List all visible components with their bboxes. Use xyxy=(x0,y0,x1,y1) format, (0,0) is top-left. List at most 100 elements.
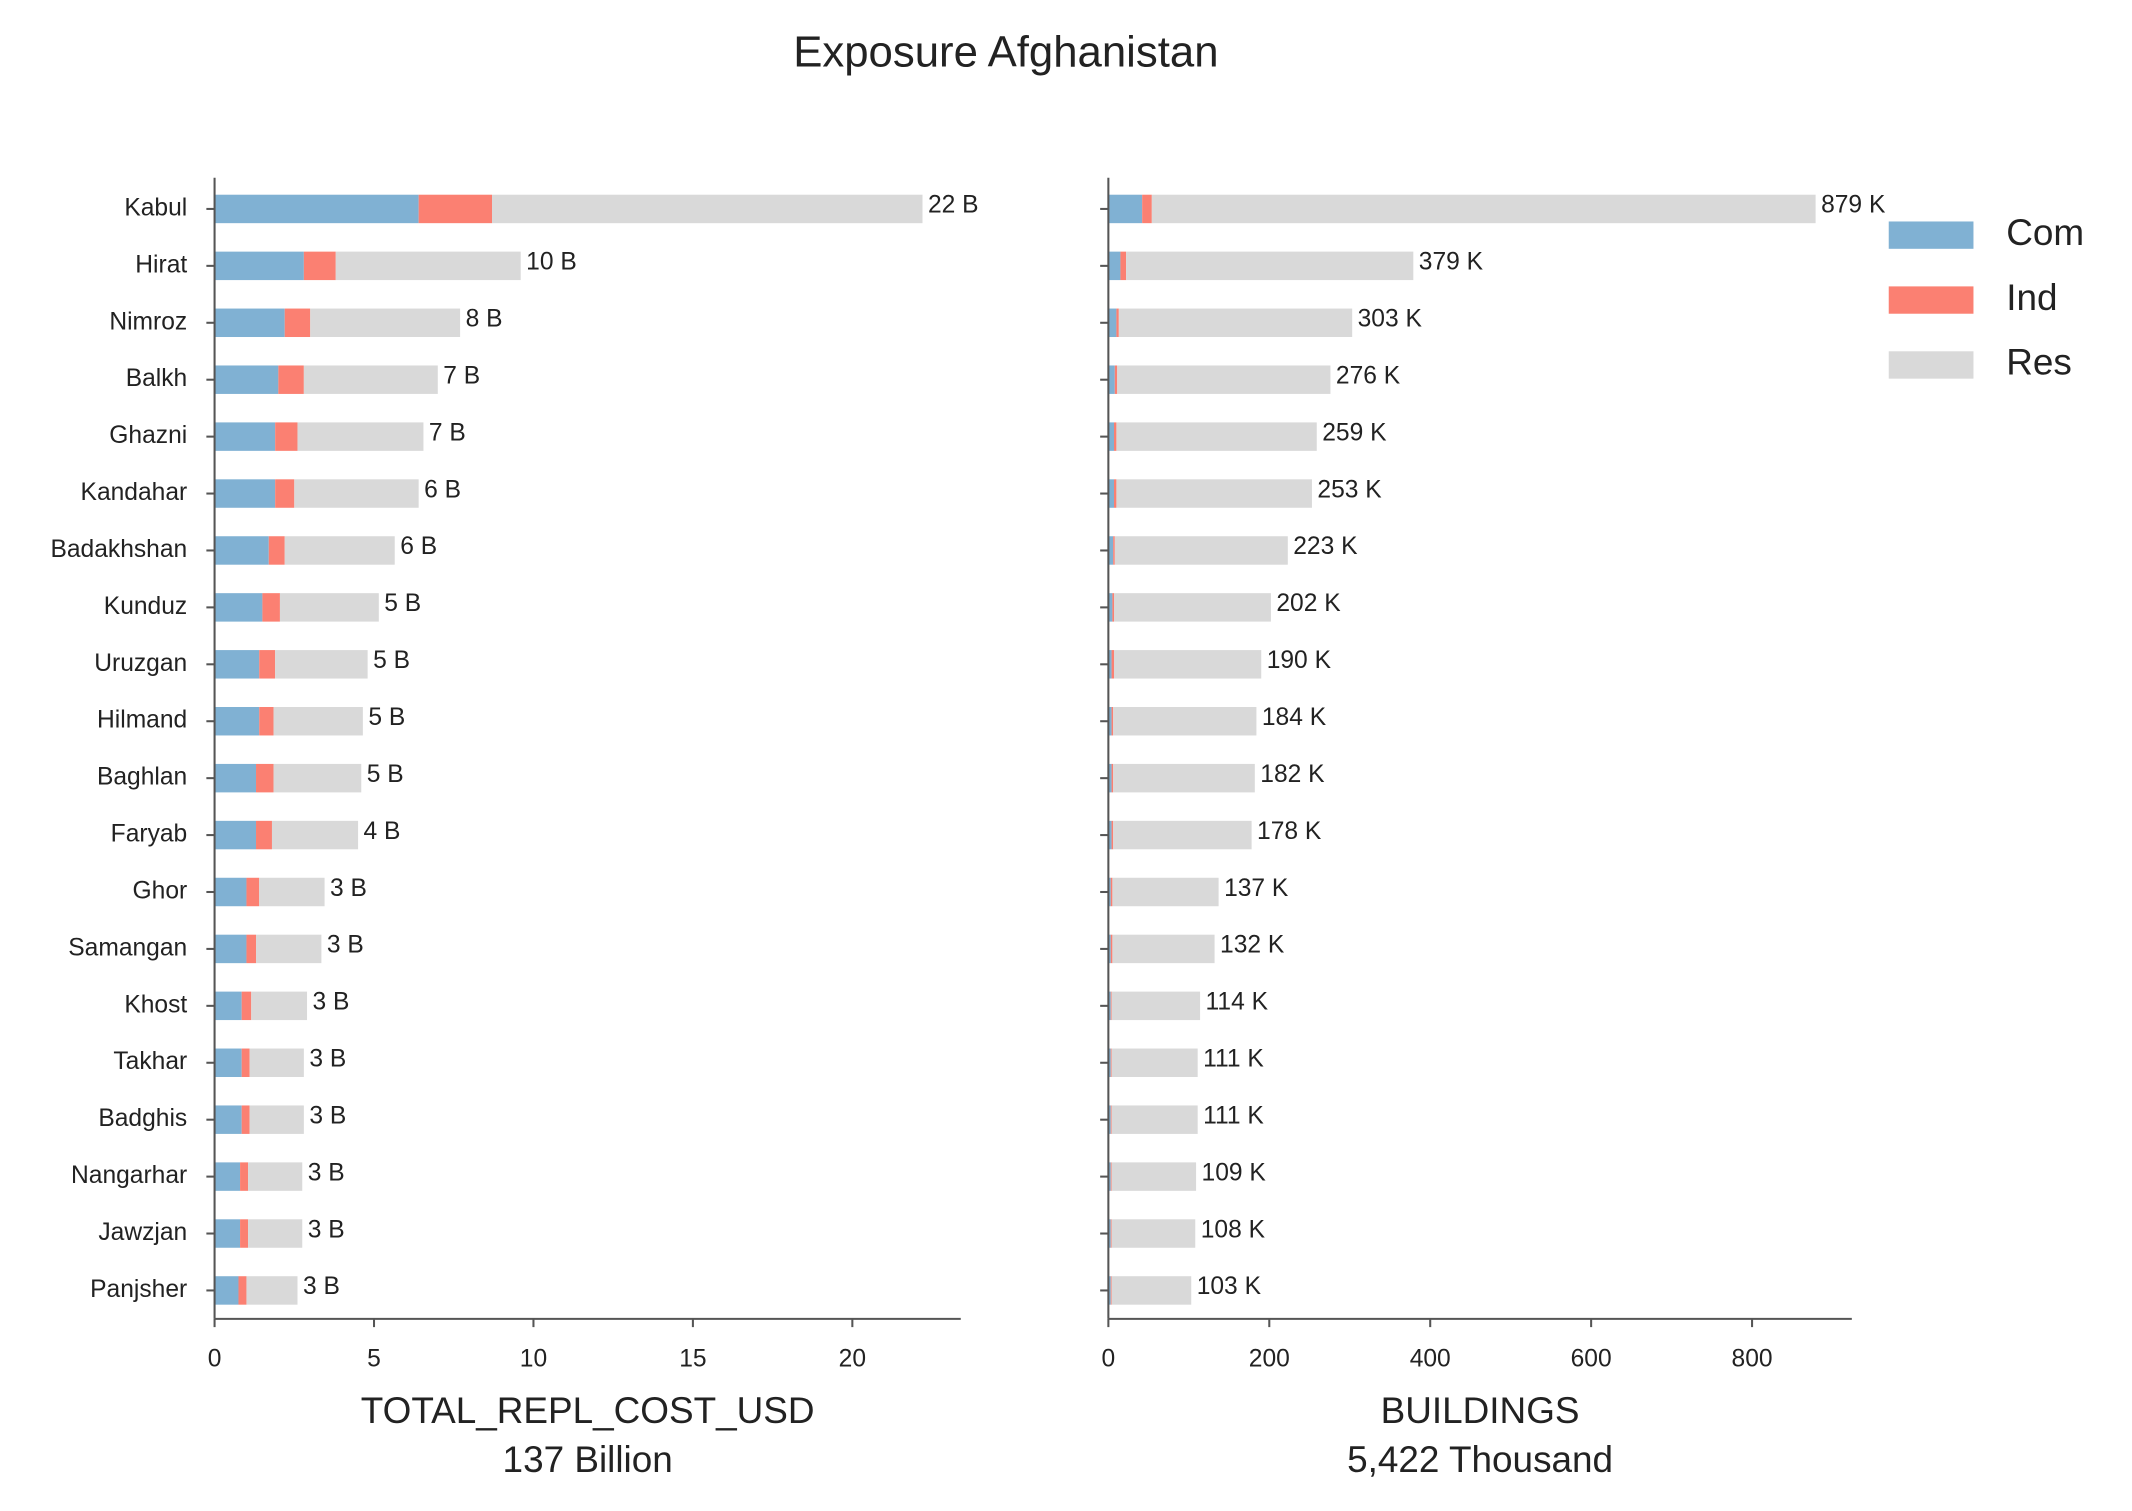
x-tick-label: 400 xyxy=(1410,1345,1451,1372)
y-tick-label: Kandahar xyxy=(81,479,188,506)
bar-segment xyxy=(1110,1105,1112,1134)
bar-segment xyxy=(1111,820,1114,850)
bar-segment xyxy=(241,1105,250,1134)
bar-segment xyxy=(279,593,379,622)
legend-swatch xyxy=(1888,286,1974,314)
bar-segment xyxy=(1108,1276,1111,1305)
bar-segment xyxy=(1108,422,1114,451)
bar-segment xyxy=(262,593,280,622)
total-label: 5 B xyxy=(367,761,404,788)
bar-segment xyxy=(246,877,260,907)
total-label: 3 B xyxy=(327,932,364,959)
bar-segment xyxy=(1111,1162,1197,1191)
bar-segment xyxy=(214,1276,239,1305)
bar-segment xyxy=(297,422,424,451)
bar-segment xyxy=(1108,251,1121,281)
y-tick-label: Samangan xyxy=(68,934,187,961)
y-tick-label: Badghis xyxy=(98,1105,187,1132)
bar-segment xyxy=(238,1276,247,1305)
bar-segment xyxy=(214,422,276,451)
bar-segment xyxy=(1114,365,1118,394)
bar-segment xyxy=(1110,1219,1112,1248)
bar-segment xyxy=(1111,1048,1198,1077)
bar-segment xyxy=(1110,877,1113,907)
x-tick-label: 15 xyxy=(679,1345,706,1372)
y-tick-label: Takhar xyxy=(113,1048,187,1075)
total-label: 114 K xyxy=(1206,989,1269,1016)
bar-segment xyxy=(1111,991,1201,1021)
bar-segment xyxy=(214,707,260,736)
bar-segment xyxy=(214,536,269,565)
total-label: 223 K xyxy=(1293,533,1358,560)
bar-segment xyxy=(1108,707,1112,736)
bar-segment xyxy=(1108,479,1114,508)
bar-segment xyxy=(1113,820,1252,850)
bar-segment xyxy=(241,991,252,1021)
bar-segment xyxy=(1116,308,1119,338)
bar-segment xyxy=(1110,1048,1112,1077)
bar-segment xyxy=(251,991,308,1021)
y-tick-label: Nangarhar xyxy=(71,1162,187,1189)
bar-segment xyxy=(1113,536,1115,565)
total-label: 276 K xyxy=(1336,362,1401,389)
bar-segment xyxy=(1108,991,1111,1021)
bar-segment xyxy=(241,1048,250,1077)
bar-segment xyxy=(214,308,285,338)
x-axis-label: BUILDINGS xyxy=(1381,1390,1580,1431)
bar-segment xyxy=(1111,763,1114,793)
x-axis-label: 5,422 Thousand xyxy=(1347,1439,1613,1480)
total-label: 7 B xyxy=(443,362,480,389)
y-tick-label: Faryab xyxy=(111,821,188,848)
bar-segment xyxy=(1114,536,1288,565)
bar-segment xyxy=(214,194,419,224)
bar-segment xyxy=(1108,763,1112,793)
bar-segment xyxy=(214,1048,242,1077)
total-label: 3 B xyxy=(303,1273,340,1300)
total-label: 259 K xyxy=(1322,419,1387,446)
bar-segment xyxy=(256,820,272,850)
x-tick-label: 0 xyxy=(1102,1345,1116,1372)
bar-segment xyxy=(335,251,521,281)
y-tick-label: Panjsher xyxy=(90,1276,187,1303)
x-tick-label: 600 xyxy=(1571,1345,1612,1372)
total-label: 3 B xyxy=(313,989,350,1016)
bar-segment xyxy=(256,934,322,964)
y-tick-label: Nimroz xyxy=(109,308,187,335)
bar-segment xyxy=(1111,707,1114,736)
y-tick-label: Hirat xyxy=(135,251,187,278)
bar-segment xyxy=(248,1219,303,1248)
total-label: 137 K xyxy=(1224,875,1289,902)
total-label: 111 K xyxy=(1203,1046,1264,1073)
bar-segment xyxy=(268,536,285,565)
bar-segment xyxy=(214,1162,241,1191)
legend-label: Ind xyxy=(2006,277,2057,318)
bar-segment xyxy=(271,820,359,850)
total-label: 3 B xyxy=(330,875,367,902)
bar-segment xyxy=(1108,365,1115,394)
bar-segment xyxy=(303,251,336,281)
bar-segment xyxy=(1118,308,1353,338)
y-tick-label: Ghor xyxy=(133,877,188,904)
bar-segment xyxy=(1110,1276,1112,1305)
total-label: 109 K xyxy=(1202,1159,1267,1186)
bar-segment xyxy=(1111,1219,1196,1248)
bar-segment xyxy=(418,194,492,224)
bar-segment xyxy=(1110,1162,1112,1191)
bar-segment xyxy=(1108,1219,1111,1248)
bar-segment xyxy=(1116,479,1312,508)
total-label: 202 K xyxy=(1276,590,1341,617)
bar-segment xyxy=(1108,1162,1111,1191)
x-tick-label: 200 xyxy=(1249,1345,1290,1372)
bar-segment xyxy=(248,1162,303,1191)
total-label: 5 B xyxy=(384,590,421,617)
bar-segment xyxy=(1126,251,1414,281)
x-tick-label: 0 xyxy=(208,1345,222,1372)
bar-segment xyxy=(259,650,276,679)
bar-segment xyxy=(284,536,395,565)
bar-segment xyxy=(240,1162,249,1191)
bar-segment xyxy=(273,707,363,736)
bar-segment xyxy=(214,593,263,622)
bar-segment xyxy=(1108,308,1117,338)
bar-segment xyxy=(1108,1048,1111,1077)
bar-segment xyxy=(1111,650,1114,679)
